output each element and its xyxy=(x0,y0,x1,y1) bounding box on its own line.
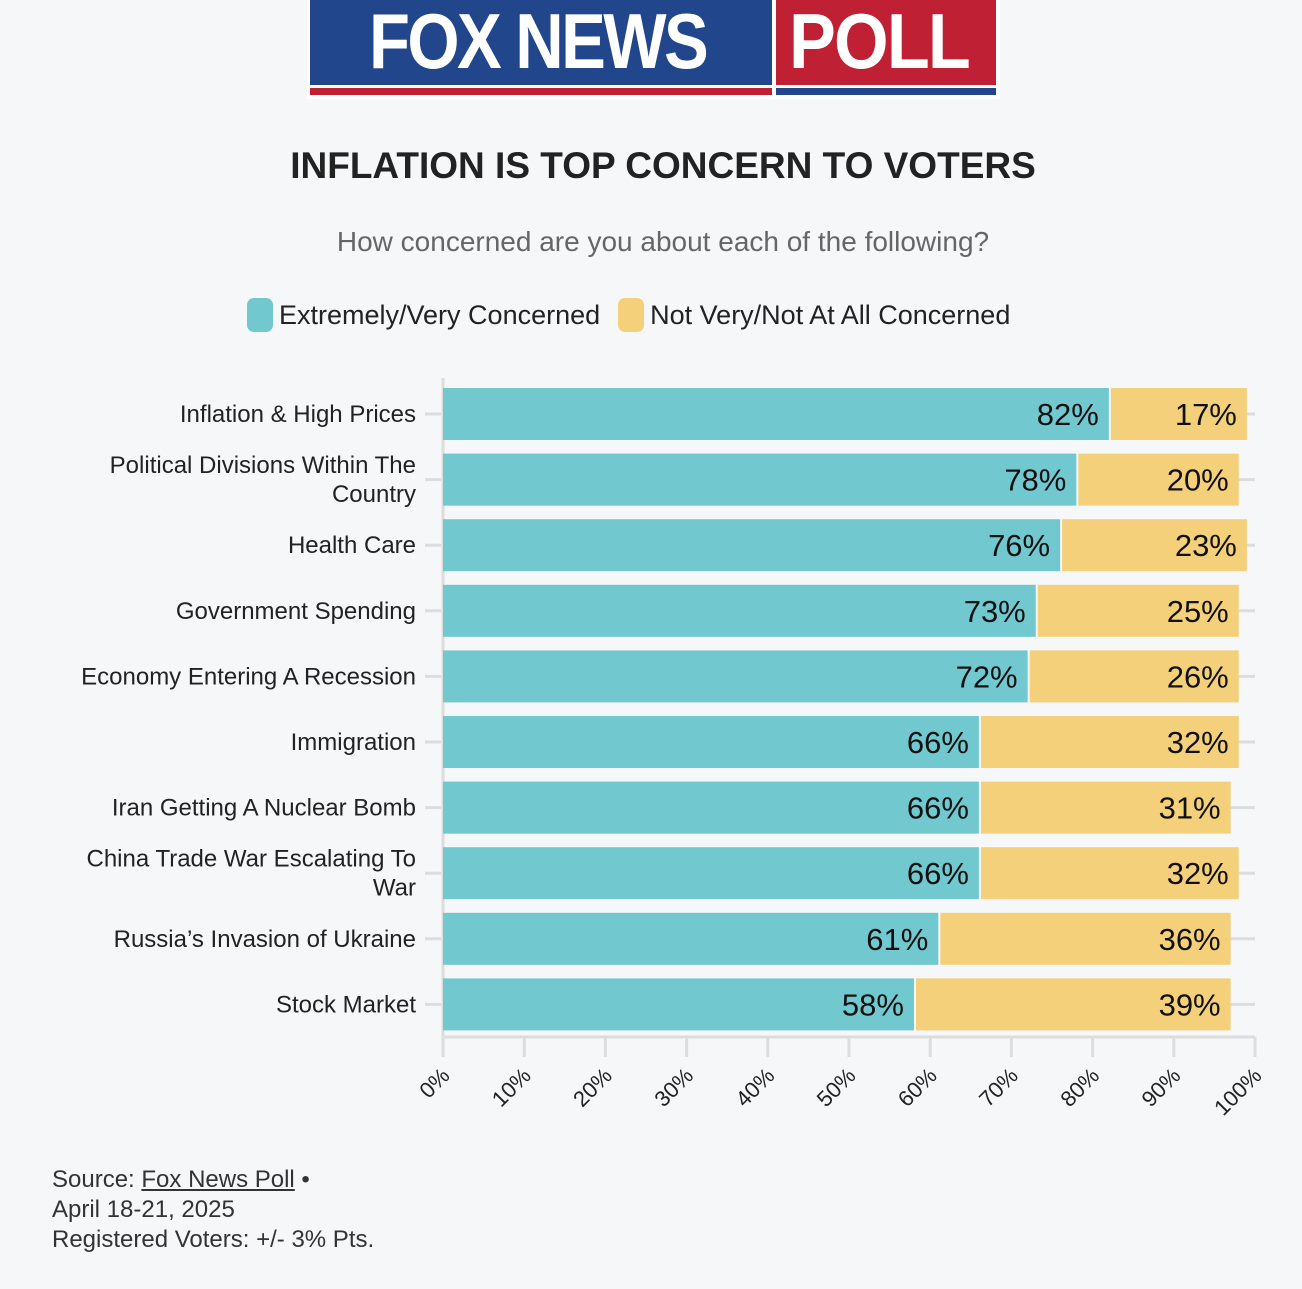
bar-not-concerned xyxy=(980,847,1239,900)
legend-item-concerned: Extremely/Very Concerned xyxy=(247,298,600,332)
bar-not-concerned xyxy=(980,781,1231,834)
source-margin: Registered Voters: +/- 3% Pts. xyxy=(52,1226,375,1253)
data-label-concerned: 78% xyxy=(1004,463,1066,498)
data-label-not-concerned: 32% xyxy=(1167,725,1229,760)
data-label-not-concerned: 32% xyxy=(1167,856,1229,891)
bar-not-concerned xyxy=(940,912,1231,965)
bar-not-concerned xyxy=(1110,388,1247,440)
legend-swatch-not-concerned xyxy=(618,298,645,332)
legend-item-not-concerned: Not Very/Not At All Concerned xyxy=(618,298,1010,332)
legend-label: Extremely/Very Concerned xyxy=(279,299,601,330)
bar-concerned xyxy=(443,978,914,1031)
data-label-concerned: 58% xyxy=(842,987,904,1022)
bar-not-concerned xyxy=(1037,584,1239,637)
x-tick-label: 30% xyxy=(649,1063,698,1112)
bar-concerned xyxy=(443,716,979,768)
bar-not-concerned xyxy=(980,716,1239,768)
bar-concerned xyxy=(443,650,1028,703)
category-label: Health Care xyxy=(288,532,416,559)
source-prefix: Source: xyxy=(52,1166,142,1193)
x-tick-label: 80% xyxy=(1055,1063,1104,1112)
legend-swatch-concerned xyxy=(247,298,273,332)
category-label: Country xyxy=(332,481,416,508)
data-label-concerned: 72% xyxy=(956,659,1018,694)
data-label-not-concerned: 17% xyxy=(1175,397,1237,432)
data-label-not-concerned: 23% xyxy=(1175,528,1237,563)
x-tick-label: 60% xyxy=(893,1063,942,1112)
bar-not-concerned xyxy=(1062,519,1247,572)
category-label: Government Spending xyxy=(176,598,416,625)
data-label-concerned: 73% xyxy=(964,594,1026,629)
data-label-concerned: 61% xyxy=(866,922,928,957)
data-label-concerned: 82% xyxy=(1037,397,1099,432)
x-tick-label: 100% xyxy=(1209,1063,1266,1120)
data-label-not-concerned: 20% xyxy=(1167,463,1229,498)
bar-concerned xyxy=(443,847,979,900)
source-bullet: • xyxy=(294,1166,310,1193)
bar-concerned xyxy=(443,584,1036,637)
chart-subtitle: How concerned are you about each of the … xyxy=(336,226,990,257)
legend-label: Not Very/Not At All Concerned xyxy=(650,299,1011,330)
x-tick-label: 70% xyxy=(974,1063,1023,1112)
bar-not-concerned xyxy=(915,978,1231,1031)
data-label-concerned: 66% xyxy=(907,856,969,891)
stacked-bar-chart: 0% 10% 20% 30% 40% 50% 60% 70% 80% 90% 100% Inflati… xyxy=(81,378,1267,1120)
x-tick-label: 0% xyxy=(414,1063,454,1103)
data-label-not-concerned: 25% xyxy=(1167,594,1229,629)
category-label: War xyxy=(373,875,416,902)
x-tick-label: 50% xyxy=(812,1063,861,1112)
chart-title: INFLATION IS TOP CONCERN TO VOTERS xyxy=(290,145,1036,186)
category-label: Stock Market xyxy=(276,991,416,1018)
legend: Extremely/Very Concerned Not Very/Not At… xyxy=(247,298,1028,332)
category-label: Russia’s Invasion of Ukraine xyxy=(114,926,416,953)
bar-concerned xyxy=(443,781,979,834)
data-label-not-concerned: 39% xyxy=(1159,987,1221,1022)
bar-concerned xyxy=(443,519,1061,572)
fox-news-poll-logo: FOX NEWS POLL xyxy=(307,0,1000,99)
x-tick-label: 40% xyxy=(731,1063,780,1112)
data-label-concerned: 76% xyxy=(988,528,1050,563)
bar-concerned xyxy=(443,912,939,965)
source-date: April 18-21, 2025 xyxy=(52,1196,235,1223)
category-label: Immigration xyxy=(291,729,416,756)
bar-concerned xyxy=(443,388,1109,440)
x-tick-label: 90% xyxy=(1137,1063,1186,1112)
category-label: Iran Getting A Nuclear Bomb xyxy=(112,795,416,822)
logo-text-fox-news: FOX NEWS xyxy=(369,0,709,85)
bar-not-concerned xyxy=(1029,650,1239,703)
source-note: Source: Fox News Poll • April 18-21, 202… xyxy=(52,1165,374,1255)
bar-concerned xyxy=(443,453,1077,506)
category-label: Economy Entering A Recession xyxy=(81,663,416,690)
source-link[interactable]: Fox News Poll xyxy=(141,1166,295,1193)
data-label-concerned: 66% xyxy=(907,791,969,826)
logo-text-poll: POLL xyxy=(789,0,971,85)
x-tick-label: 20% xyxy=(568,1063,617,1112)
category-label: Inflation & High Prices xyxy=(180,401,416,428)
bar-not-concerned xyxy=(1078,453,1239,506)
data-label-concerned: 66% xyxy=(907,725,969,760)
data-label-not-concerned: 26% xyxy=(1167,659,1229,694)
category-label: Political Divisions Within The xyxy=(110,452,416,479)
data-label-not-concerned: 31% xyxy=(1159,791,1221,826)
x-tick-label: 10% xyxy=(487,1063,536,1112)
data-label-not-concerned: 36% xyxy=(1159,922,1221,957)
category-label: China Trade War Escalating To xyxy=(87,846,417,873)
